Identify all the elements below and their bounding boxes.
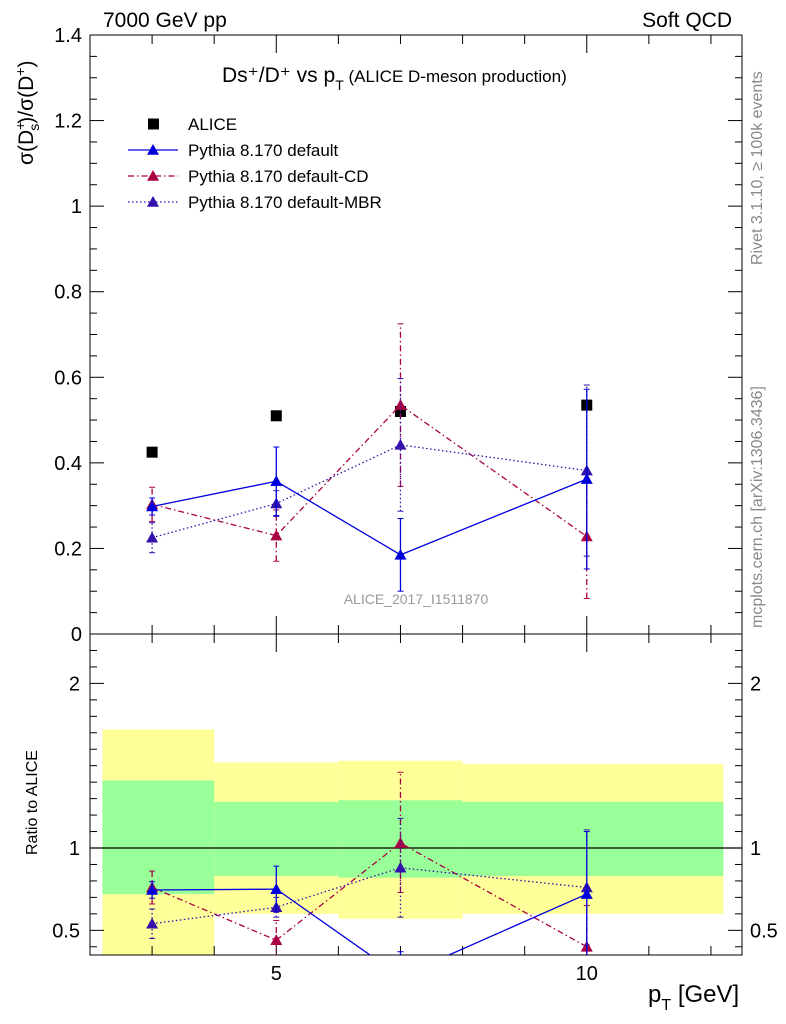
main-cd-point: [394, 399, 407, 410]
main-mbr-point: [146, 531, 159, 543]
legend-cd-label: Pythia 8.170 default-CD: [188, 167, 369, 186]
axis-ticks: [89, 34, 742, 955]
main-cd-point: [270, 529, 283, 541]
alice-point: [394, 406, 406, 418]
ratio-ylabel: Ratio to ALICE: [24, 750, 41, 855]
alice-point: [146, 446, 158, 458]
ratio-mbr-point: [394, 861, 407, 873]
rivet-label: Rivet 3.1.10, ≥ 100k events: [749, 71, 766, 265]
chart-title: Ds⁺/D⁺ vs pT (ALICE D-meson production): [222, 64, 567, 93]
main-cd-line: [151, 404, 588, 537]
ratio-default-point: [146, 883, 159, 895]
legend-alice-marker: [148, 118, 159, 130]
ratio-default-point: [394, 970, 406, 981]
main-mbr-line: [151, 444, 587, 539]
main-ytick-label: 1.2: [54, 111, 82, 133]
legend-mbr-marker: [147, 196, 159, 207]
ratio-panel-frame: [89, 633, 743, 956]
analysis-watermark: ALICE_2017_I1511870: [344, 591, 489, 607]
main-default-point: [580, 473, 593, 484]
ratio-uncertainty-bands: [90, 729, 742, 955]
header-right: Soft QCD: [642, 9, 732, 32]
xtick-label: 5: [271, 963, 282, 985]
xlabel: pT [GeV]: [648, 981, 739, 1014]
ratio-ytick-label-right: 1: [750, 838, 761, 860]
ratio-ytick-label-right: 2: [750, 673, 761, 695]
main-mbr-point: [394, 438, 407, 450]
main-ytick-label: 0.4: [54, 453, 82, 475]
legend-default-marker: [147, 144, 159, 155]
legend-mbr-label: Pythia 8.170 default-MBR: [188, 193, 382, 212]
ratio-mbr-line: [152, 867, 587, 925]
green-band-0: [102, 780, 215, 895]
ratio-ytick-label: 1: [69, 838, 80, 860]
ratio-ytick-label-right: 0.5: [750, 920, 778, 942]
main-default-line: [151, 478, 588, 556]
main-ylabel: σ(D+s)/σ(D+): [12, 61, 42, 165]
ratio-default-line: [152, 888, 588, 955]
green-band-3: [462, 801, 724, 876]
main-default-point: [270, 475, 283, 487]
header-left: 7000 GeV pp: [103, 9, 227, 32]
ratio-default-point: [270, 883, 283, 894]
ratio-ytick-label: 2: [69, 673, 80, 695]
legend-cd-marker: [147, 170, 159, 181]
source-label: mcplots.cern.ch [arXiv:1306.3436]: [749, 386, 766, 628]
main-ytick-label: 0.8: [54, 282, 82, 304]
ratio-cd-point: [394, 837, 407, 848]
alice-point: [270, 410, 282, 422]
main-panel-data: [146, 323, 593, 599]
main-default-point: [146, 500, 159, 512]
ratio-ytick-label: 0.5: [52, 920, 80, 942]
main-default-point: [394, 548, 407, 560]
green-band-1: [214, 801, 339, 876]
main-ytick-label: 0.2: [54, 538, 82, 560]
legend-default-label: Pythia 8.170 default: [188, 141, 339, 160]
ratio-default-point: [580, 888, 593, 899]
ratio-panel-data: [146, 771, 593, 981]
main-ytick-label: 1: [71, 196, 82, 218]
xtick-label: 10: [576, 963, 598, 985]
ratio-cd-point: [270, 934, 283, 945]
main-ytick-label: 1.4: [54, 25, 82, 47]
ratio-mbr-point: [146, 917, 159, 929]
legend: ALICE Pythia 8.170 default Pythia 8.170 de…: [128, 115, 382, 212]
legend-alice-label: ALICE: [188, 115, 237, 134]
tick-labels: 0 0.2 0.4 0.6 0.8 1 1.2 1.4 0.5 0.5 1 1 2 2 5 10: [52, 25, 778, 985]
main-ytick-label: 0.6: [54, 367, 82, 389]
main-ytick-label: 0: [71, 624, 82, 646]
